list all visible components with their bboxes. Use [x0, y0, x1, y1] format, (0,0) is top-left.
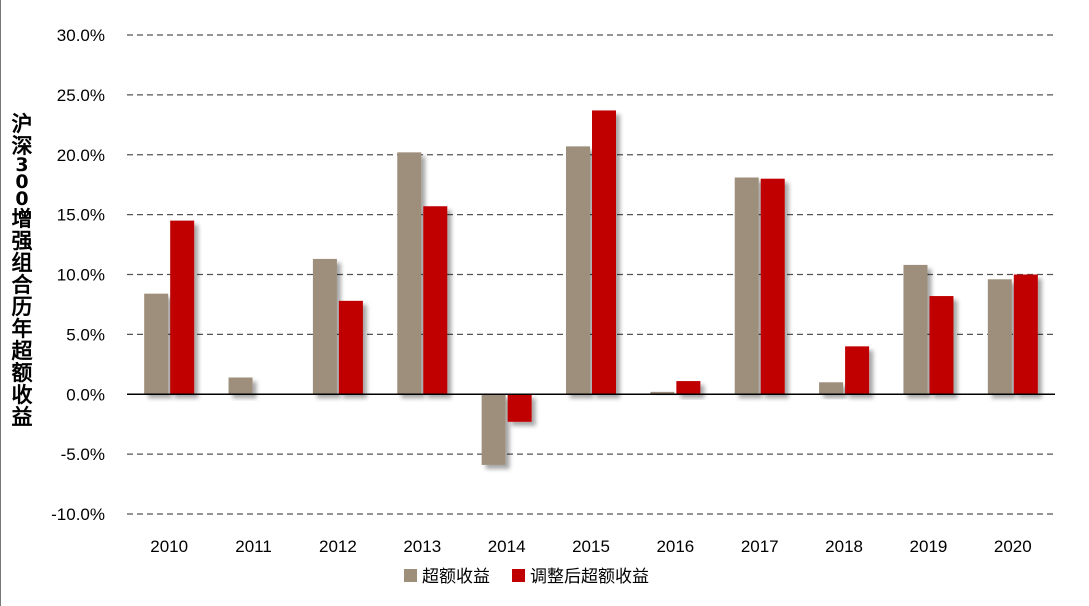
y-tick-label: 10.0% — [57, 266, 105, 285]
gridlines — [127, 34, 1055, 515]
x-tick-label: 2019 — [910, 537, 948, 556]
bar-adjusted-excess-return-2015 — [592, 110, 616, 395]
bar-adjusted-excess-return-2013 — [423, 206, 448, 395]
y-tick-label: 5.0% — [66, 325, 105, 344]
legend-label: 调整后超额收益 — [530, 567, 649, 587]
y-axis-label-char: 合 — [11, 272, 33, 297]
y-axis-label-char: 收 — [11, 382, 33, 407]
bar-adjusted-excess-return-2012 — [338, 300, 363, 395]
x-tick-label: 2017 — [741, 537, 779, 556]
bars — [144, 110, 1038, 465]
x-tick-label: 2016 — [656, 537, 694, 556]
y-axis-label-char: 年 — [11, 316, 33, 341]
y-axis-label-char: 深 — [11, 133, 33, 158]
bar-excess-return-2017 — [734, 177, 759, 395]
y-tick-label: -5.0% — [61, 445, 105, 464]
bar-excess-return-2013 — [397, 152, 422, 395]
y-axis-label-char: 强 — [11, 228, 33, 253]
bar-adjusted-excess-return-2010 — [170, 220, 195, 395]
y-axis-label-char: 额 — [11, 360, 33, 385]
y-tick-label: 25.0% — [57, 86, 105, 105]
legend: 超额收益 调整后超额收益 — [404, 567, 649, 587]
bar-adjusted-excess-return-2017 — [760, 178, 785, 395]
chart-frame-left-border — [0, 0, 1, 606]
x-tick-label: 2012 — [319, 537, 357, 556]
y-axis-label-char: 益 — [11, 404, 33, 429]
bar-excess-return-2010 — [144, 293, 169, 395]
y-tick-label: 20.0% — [57, 146, 105, 165]
x-tick-label: 2013 — [403, 537, 441, 556]
bar-adjusted-excess-return-2018 — [845, 346, 870, 395]
legend-label: 超额收益 — [422, 567, 490, 587]
bar-excess-return-2020 — [987, 279, 1012, 395]
x-tick-label: 2015 — [572, 537, 610, 556]
bar-excess-return-2019 — [903, 264, 928, 395]
y-axis-label-char: 组 — [11, 250, 33, 275]
y-axis-label-char: 0 — [15, 170, 29, 193]
legend-swatch — [404, 569, 417, 582]
y-axis-label-char: 超 — [11, 338, 33, 363]
y-axis-label-char: 0 — [15, 187, 29, 210]
x-tick-label: 2011 — [235, 537, 272, 556]
x-tick-label: 2014 — [488, 537, 526, 556]
bar-excess-return-2014 — [481, 394, 506, 465]
bar-excess-return-2012 — [312, 258, 337, 395]
y-axis-label-char: 增 — [11, 206, 33, 231]
x-tick-label: 2020 — [994, 537, 1032, 556]
bar-adjusted-excess-return-2014 — [507, 394, 532, 422]
y-tick-label: 0.0% — [66, 385, 105, 404]
bar-adjusted-excess-return-2019 — [929, 296, 954, 395]
y-axis-label-char: 历 — [11, 294, 33, 319]
x-tick-labels: 2010 2011 2012 2013 2014 2015 2016 2017 2018 2019… — [150, 537, 1031, 556]
legend-swatch — [512, 569, 525, 582]
x-tick-label: 2010 — [150, 537, 188, 556]
y-tick-label: 30.0% — [57, 26, 105, 45]
bar-adjusted-excess-return-2016 — [676, 381, 701, 395]
y-axis-label-char: 3 — [15, 153, 29, 176]
y-tick-labels: 30.0% 25.0% 20.0% 15.0% 10.0% 5.0% 0.0% -5.0% -1… — [51, 26, 105, 524]
bar-excess-return-2018 — [819, 382, 844, 395]
y-tick-label: 15.0% — [57, 206, 105, 225]
bar-excess-return-2016 — [650, 391, 675, 395]
y-tick-label: -10.0% — [51, 505, 105, 524]
bar-excess-return-2015 — [566, 146, 590, 395]
y-axis-label-char: 沪 — [11, 111, 33, 136]
x-tick-label: 2018 — [825, 537, 863, 556]
bar-excess-return-2011 — [228, 377, 253, 395]
bar-adjusted-excess-return-2020 — [1013, 274, 1038, 395]
